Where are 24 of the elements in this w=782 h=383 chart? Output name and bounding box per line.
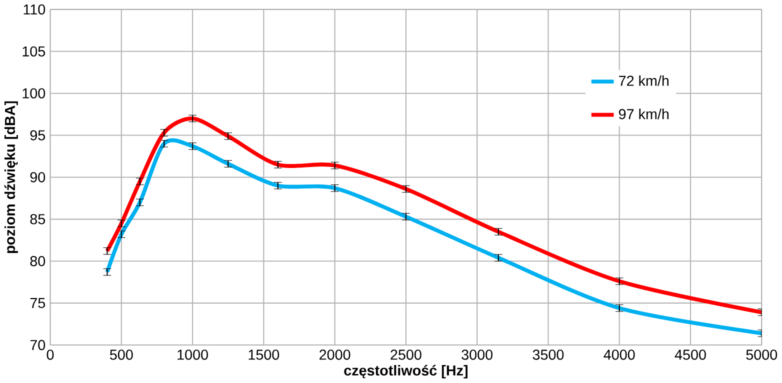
y-tick-label: 105 xyxy=(22,46,46,57)
x-tick-label: 2500 xyxy=(390,350,422,360)
y-axis-title: poziom dźwięku [dBA] xyxy=(4,101,18,254)
y-tick-label: 90 xyxy=(30,172,46,182)
y-tick-label: 75 xyxy=(30,298,46,308)
y-tick-label: 85 xyxy=(30,214,46,224)
x-tick-label: 4000 xyxy=(604,350,635,360)
x-tick-label: 0 xyxy=(46,350,54,360)
x-axis-title: częstotliwość [Hz] xyxy=(344,364,468,379)
y-tick-label: 70 xyxy=(30,340,46,350)
x-tick-label: 3000 xyxy=(462,350,493,360)
y-tick-label: 100 xyxy=(22,88,46,99)
x-tick-label: 2000 xyxy=(320,350,350,360)
y-tick-label: 110 xyxy=(24,4,46,15)
y-tick-label: 80 xyxy=(30,256,46,266)
x-tick-label: 4500 xyxy=(674,350,706,360)
legend-label: 72 km/h xyxy=(619,75,669,86)
x-tick-label: 3500 xyxy=(532,350,564,360)
x-tick-label: 5000 xyxy=(746,350,778,360)
x-tick-label: 1500 xyxy=(248,350,280,360)
x-tick-label: 1000 xyxy=(178,350,208,360)
x-tick-label: 500 xyxy=(110,350,133,360)
y-tick-label: 95 xyxy=(30,130,46,140)
legend-label: 97 km/h xyxy=(618,108,669,120)
